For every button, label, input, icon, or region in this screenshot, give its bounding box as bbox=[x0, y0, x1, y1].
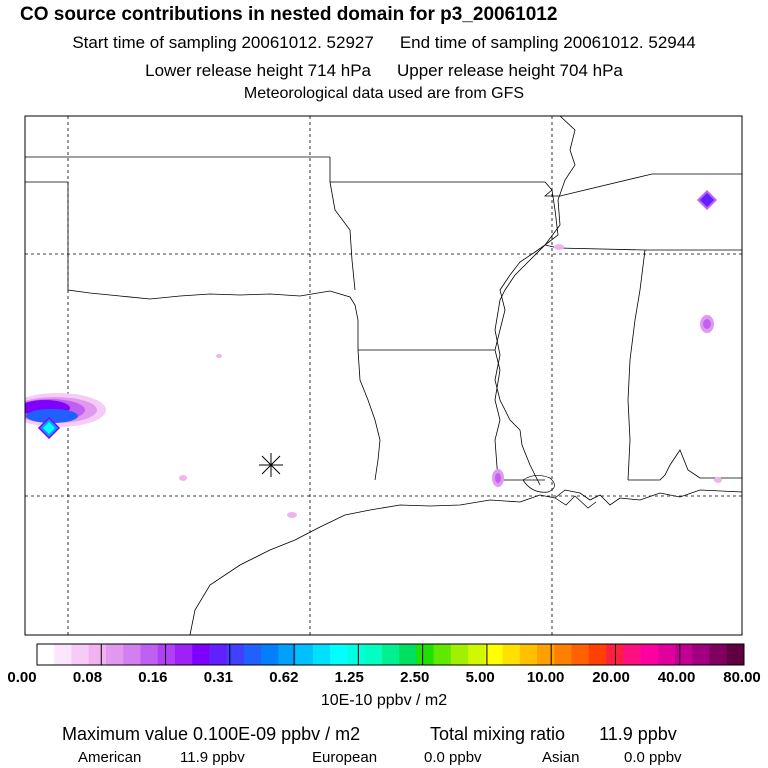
start-time-label: Start time of sampling 20061012. 52927 bbox=[72, 33, 374, 52]
colorbar-cell bbox=[37, 644, 55, 665]
colorbar-cell bbox=[123, 644, 141, 665]
american-label: American bbox=[78, 749, 142, 766]
colorbar-tick-label: 1.25 bbox=[334, 669, 364, 686]
colorbar-cell bbox=[519, 644, 538, 665]
colorbar-cell bbox=[330, 644, 348, 665]
colorbar-tick-label: 80.00 bbox=[723, 669, 761, 686]
colorbar-frame bbox=[36, 643, 745, 666]
colorbar-cell bbox=[606, 644, 624, 665]
asian-label: Asian bbox=[542, 749, 580, 766]
european-label: European bbox=[312, 749, 378, 766]
colorbar-tick-label: 40.00 bbox=[657, 669, 696, 686]
colorbar-cell bbox=[364, 644, 383, 665]
colorbar-cell bbox=[261, 644, 279, 665]
delta-coast bbox=[554, 495, 597, 509]
colorbar-cell bbox=[381, 644, 400, 665]
colorbar-cell bbox=[640, 644, 659, 665]
sampling-time-line: Start time of sampling 20061012. 52927 En… bbox=[0, 33, 768, 53]
colorbar-cell bbox=[399, 644, 417, 665]
concentration-field bbox=[25, 190, 722, 518]
colorbar-cell bbox=[278, 644, 297, 665]
colorbar-cell bbox=[502, 644, 521, 665]
end-time-label: End time of sampling 20061012. 52944 bbox=[399, 33, 696, 52]
lower-release-label: Lower release height 714 hPa bbox=[145, 61, 371, 80]
state-boundaries bbox=[25, 156, 742, 481]
colorbar-cell bbox=[105, 644, 124, 665]
colorbar-cell bbox=[433, 644, 452, 665]
mississippi-river bbox=[494, 116, 576, 486]
colorbar-cell bbox=[174, 644, 193, 665]
colorbar-tick-label: 0.31 bbox=[203, 669, 233, 686]
colorbar-cell bbox=[692, 644, 711, 665]
latlon-grid bbox=[25, 116, 742, 635]
plot-title: CO source contributions in nested domain… bbox=[20, 4, 558, 25]
release-height-line: Lower release height 714 hPa Upper releas… bbox=[0, 61, 768, 81]
colorbar-cell bbox=[140, 644, 159, 665]
max-value-label: Maximum value 0.100E-09 ppbv / m2 bbox=[62, 724, 361, 744]
colorbar-cell bbox=[468, 644, 486, 665]
colorbar-cell bbox=[571, 644, 590, 665]
american-value: 11.9 ppbv bbox=[180, 749, 245, 766]
colorbar-cell bbox=[295, 644, 314, 665]
colorbar-cell bbox=[709, 644, 728, 665]
met-data-label: Meteorological data used are from GFS bbox=[243, 85, 525, 102]
colorbar-cell bbox=[347, 644, 366, 665]
colorbar-cells bbox=[37, 644, 745, 665]
map-content bbox=[25, 116, 742, 635]
map-frame bbox=[24, 115, 743, 636]
colorbar-cell bbox=[157, 644, 176, 665]
total-label: Total mixing ratio bbox=[430, 724, 566, 744]
colorbar-tick-label: 0.08 bbox=[72, 669, 103, 686]
colorbar-cell bbox=[71, 644, 90, 665]
colorbar-cell bbox=[416, 644, 435, 665]
colorbar-cell bbox=[243, 644, 262, 665]
gulf-coastline bbox=[189, 489, 742, 635]
colorbar-cell bbox=[623, 644, 642, 665]
colorbar-cell bbox=[209, 644, 228, 665]
colorbar-cell bbox=[226, 644, 245, 665]
european-value: 0.0 ppbv bbox=[424, 749, 482, 766]
total-value: 11.9 ppbv bbox=[599, 724, 677, 744]
colorbar-cell bbox=[450, 644, 469, 665]
colorbar-tick-label: 5.00 bbox=[465, 669, 495, 686]
colorbar-major-ticks bbox=[100, 644, 681, 665]
colorbar-cell bbox=[312, 644, 331, 665]
colorbar-cell bbox=[554, 644, 573, 665]
colorbar-cell bbox=[485, 644, 504, 665]
colorbar-units: 10E-10 ppbv / m2 bbox=[320, 692, 448, 709]
asterisk-marker bbox=[259, 453, 283, 477]
colorbar-tick-label: 10.00 bbox=[526, 669, 565, 686]
total-mixing-ratio: Total mixing ratio 11.9 ppbv bbox=[430, 724, 677, 745]
colorbar-cell bbox=[657, 644, 676, 665]
asian-value: 0.0 ppbv bbox=[624, 749, 682, 766]
colorbar-cell bbox=[88, 644, 107, 665]
lake-pontchartrain bbox=[522, 475, 555, 493]
colorbar-tick-label: 0.00 bbox=[7, 669, 37, 686]
colorbar-cell bbox=[54, 644, 72, 665]
colorbar-tick-label: 20.00 bbox=[592, 669, 630, 686]
colorbar-tick-label: 2.50 bbox=[400, 669, 430, 686]
colorbar-cell bbox=[726, 644, 745, 665]
colorbar-cell bbox=[192, 644, 210, 665]
upper-release-label: Upper release height 704 hPa bbox=[397, 61, 623, 80]
colorbar-tick-label: 0.62 bbox=[269, 669, 299, 686]
colorbar-cell bbox=[537, 644, 555, 665]
colorbar-cell bbox=[675, 644, 693, 665]
colorbar-tick-label: 0.16 bbox=[138, 669, 168, 686]
colorbar-cell bbox=[588, 644, 607, 665]
